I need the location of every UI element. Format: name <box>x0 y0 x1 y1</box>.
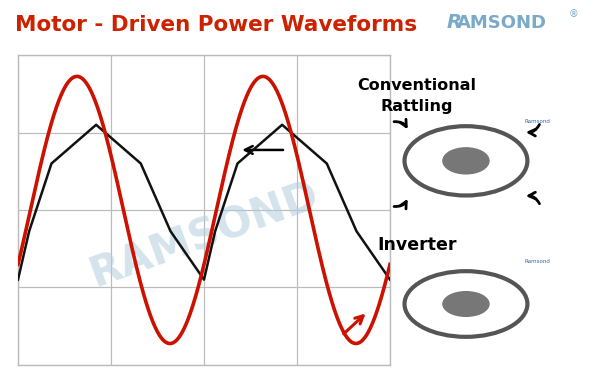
Text: Motor - Driven Power Waveforms: Motor - Driven Power Waveforms <box>15 15 417 35</box>
Text: ®: ® <box>569 9 578 19</box>
Text: Rattling: Rattling <box>381 99 453 114</box>
Circle shape <box>443 148 489 174</box>
Circle shape <box>443 292 489 316</box>
Text: R: R <box>447 13 462 32</box>
Text: AMSOND: AMSOND <box>457 14 547 32</box>
Text: Inverter: Inverter <box>377 236 457 254</box>
Text: Conventional: Conventional <box>358 78 476 93</box>
Text: Ramsond: Ramsond <box>524 119 550 124</box>
Text: Ramsond: Ramsond <box>524 259 550 264</box>
Text: RAMSOND: RAMSOND <box>83 174 325 296</box>
